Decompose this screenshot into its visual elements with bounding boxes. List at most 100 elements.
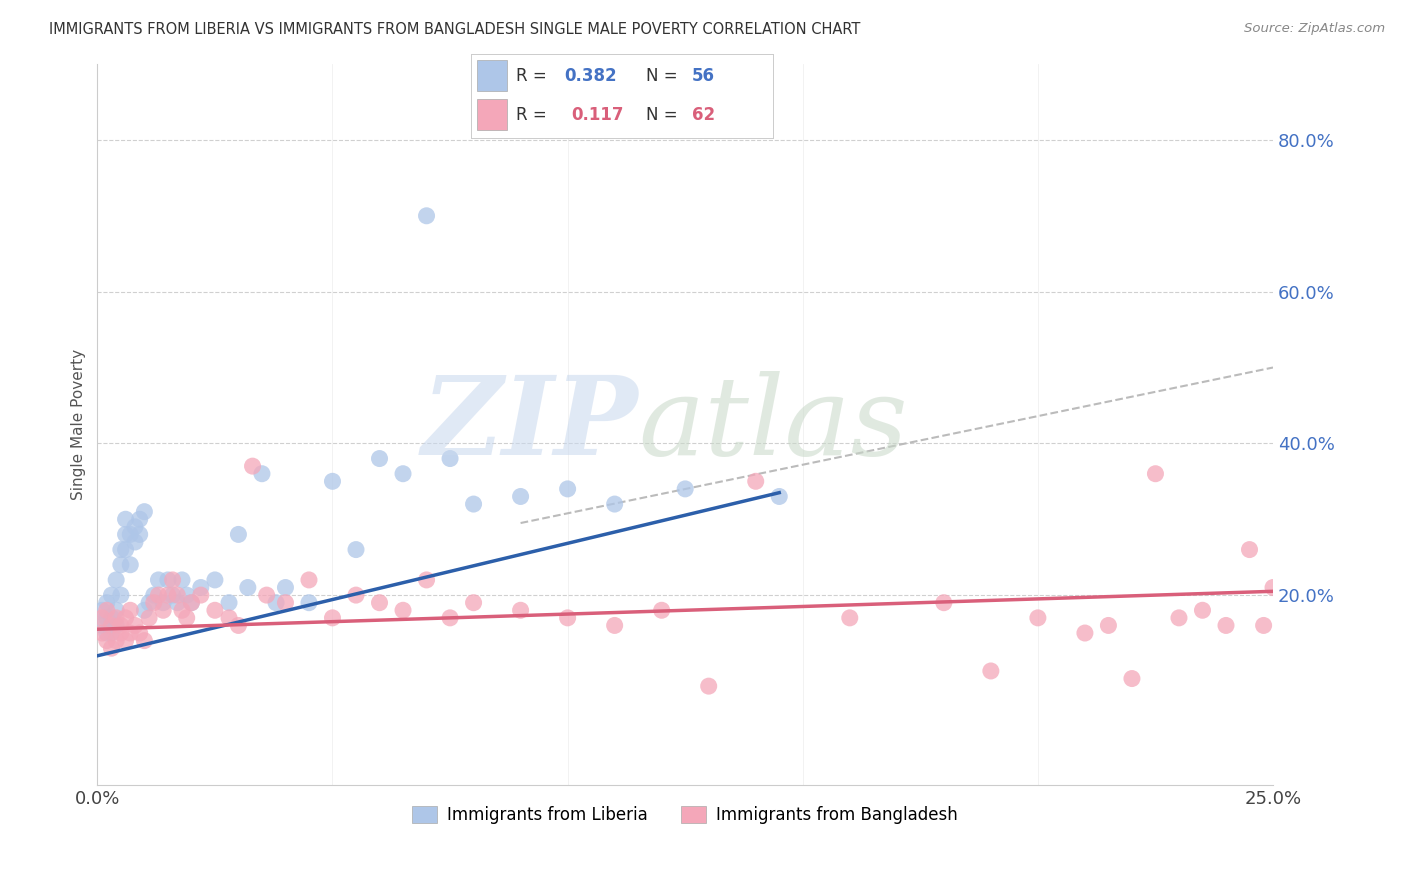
Point (509, 603, 531, 617)
Point (166, 588, 188, 602)
Point (91, 603, 114, 617)
Point (128, 512, 150, 526)
Point (148, 573, 170, 587)
Point (105, 573, 128, 587)
Point (218, 611, 240, 625)
Point (138, 611, 160, 625)
Point (110, 558, 132, 572)
Point (1239, 542, 1261, 557)
Point (228, 527, 250, 541)
Point (120, 603, 142, 617)
Point (274, 596, 297, 610)
Point (368, 451, 391, 466)
Point (745, 475, 768, 489)
Point (156, 588, 179, 602)
Point (603, 497, 626, 511)
Point (96, 603, 118, 617)
Point (368, 596, 391, 610)
Point (110, 618, 132, 632)
Point (603, 618, 626, 632)
Point (114, 542, 136, 557)
Text: 0.382: 0.382 (565, 67, 617, 85)
Point (152, 596, 174, 610)
Text: N =: N = (647, 105, 683, 123)
Point (156, 573, 179, 587)
Point (124, 520, 146, 534)
Point (114, 611, 136, 625)
Point (91, 611, 114, 625)
Point (120, 558, 142, 572)
Point (439, 451, 461, 466)
Point (100, 626, 122, 640)
Point (105, 611, 128, 625)
Point (1097, 618, 1119, 632)
Point (236, 581, 259, 595)
Point (1026, 611, 1049, 625)
Point (1261, 581, 1284, 595)
Point (180, 596, 202, 610)
Point (114, 512, 136, 526)
Point (120, 527, 142, 541)
Text: R =: R = (516, 105, 558, 123)
Point (344, 588, 367, 602)
Point (1191, 603, 1213, 617)
Point (148, 588, 170, 602)
Point (110, 588, 132, 602)
Point (242, 459, 264, 474)
Point (1253, 618, 1275, 632)
Point (180, 596, 202, 610)
Point (134, 633, 156, 648)
Point (114, 527, 136, 541)
Text: IMMIGRANTS FROM LIBERIA VS IMMIGRANTS FROM BANGLADESH SINGLE MALE POVERTY CORREL: IMMIGRANTS FROM LIBERIA VS IMMIGRANTS FR… (49, 22, 860, 37)
Text: R =: R = (516, 67, 553, 85)
Point (162, 588, 184, 602)
Point (321, 611, 343, 625)
Text: 0.117: 0.117 (571, 105, 623, 123)
Point (134, 603, 156, 617)
Point (980, 664, 1002, 678)
Point (100, 611, 122, 625)
Point (190, 581, 212, 595)
Point (932, 596, 955, 610)
Point (96, 596, 118, 610)
FancyBboxPatch shape (477, 61, 508, 91)
Point (250, 467, 273, 481)
Point (138, 596, 160, 610)
Text: N =: N = (647, 67, 683, 85)
Point (298, 596, 321, 610)
Point (105, 618, 128, 632)
Point (142, 596, 165, 610)
Point (110, 626, 132, 640)
Point (124, 535, 146, 549)
Point (439, 611, 461, 625)
Point (392, 603, 415, 617)
Point (96, 611, 118, 625)
Point (96, 633, 118, 648)
Point (100, 618, 122, 632)
Point (463, 497, 485, 511)
Point (152, 603, 174, 617)
Point (176, 611, 198, 625)
FancyBboxPatch shape (477, 99, 508, 130)
Legend: Immigrants from Liberia, Immigrants from Bangladesh: Immigrants from Liberia, Immigrants from… (405, 799, 965, 830)
Point (170, 573, 193, 587)
Point (1121, 672, 1143, 686)
Point (415, 573, 437, 587)
Point (768, 490, 790, 504)
Point (100, 641, 122, 656)
Point (91, 618, 114, 632)
Point (321, 475, 343, 489)
Point (142, 588, 165, 602)
Point (1168, 611, 1191, 625)
Point (651, 603, 673, 617)
Point (114, 633, 136, 648)
Point (120, 626, 142, 640)
Text: atlas: atlas (638, 371, 908, 478)
Point (256, 588, 278, 602)
Point (134, 505, 156, 519)
Point (673, 482, 696, 496)
Point (105, 603, 128, 617)
Point (100, 588, 122, 602)
Point (509, 490, 531, 504)
Point (392, 467, 415, 481)
